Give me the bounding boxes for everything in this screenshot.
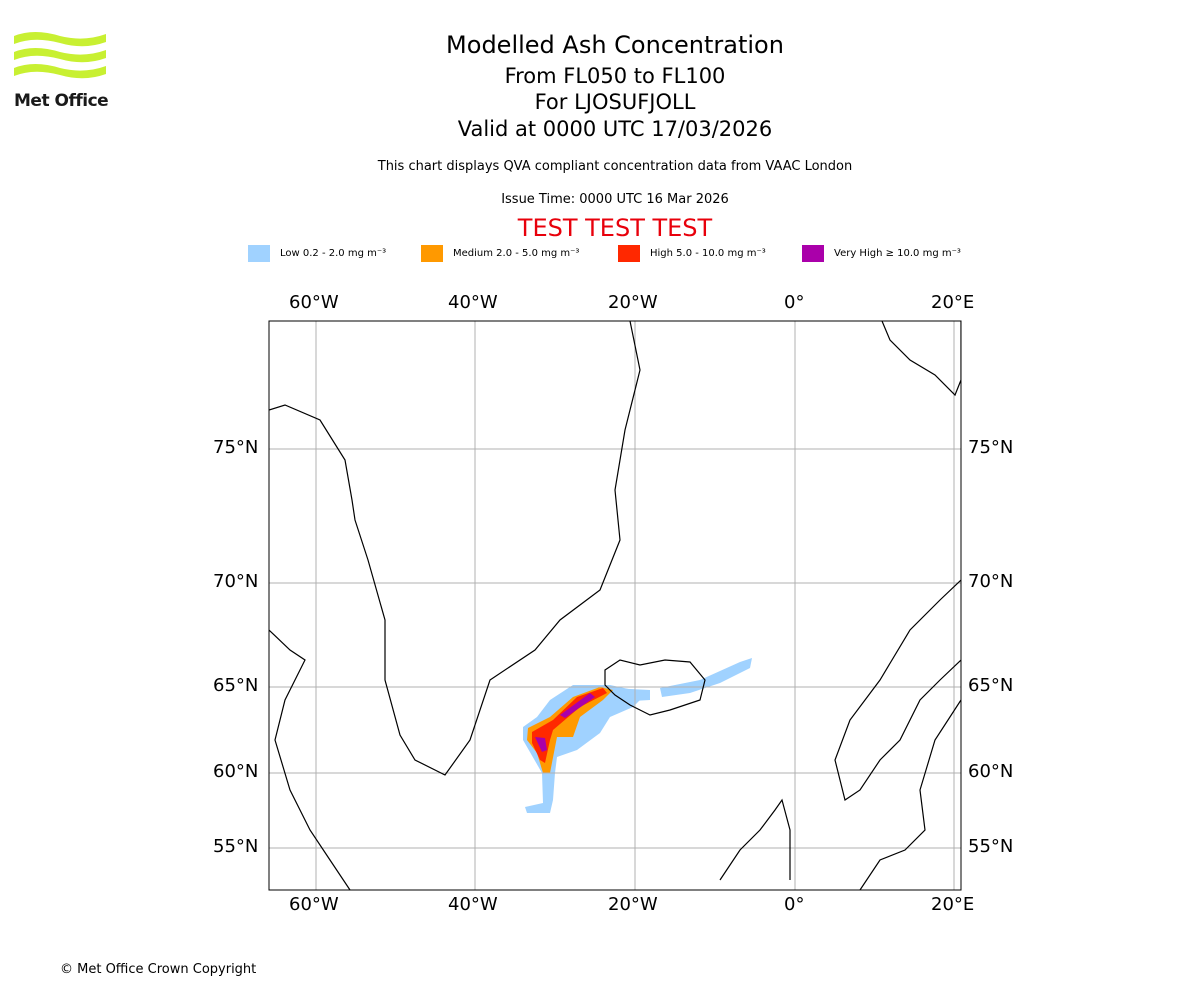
legend-very-high: Very High ≥ 10.0 mg m⁻³ — [802, 245, 961, 262]
lat-tick-left: 70°N — [213, 571, 259, 592]
met-office-logo — [14, 32, 106, 79]
legend-label: Very High ≥ 10.0 mg m⁻³ — [834, 248, 961, 259]
issue-time: Issue Time: 0000 UTC 16 Mar 2026 — [501, 192, 729, 207]
lon-tick-top: 0° — [784, 292, 805, 313]
copyright: © Met Office Crown Copyright — [60, 962, 257, 977]
lat-tick-right: 55°N — [968, 836, 1014, 857]
uk-coast — [719, 798, 791, 881]
legend-swatch — [802, 245, 824, 262]
legend-swatch — [618, 245, 640, 262]
coastlines — [269, 321, 961, 890]
lat-tick-right: 75°N — [968, 437, 1014, 458]
lon-tick-top: 60°W — [289, 292, 339, 313]
legend-label: High 5.0 - 10.0 mg m⁻³ — [650, 248, 766, 259]
test-banner: TEST TEST TEST — [517, 214, 713, 242]
ash-very-high — [535, 693, 595, 752]
lat-tick-left: 75°N — [213, 437, 259, 458]
lon-tick-bottom: 20°E — [931, 894, 975, 915]
legend-medium: Medium 2.0 - 5.0 mg m⁻³ — [421, 245, 579, 262]
lat-tick-left: 55°N — [213, 836, 259, 857]
lat-tick-left: 65°N — [213, 675, 259, 696]
lon-tick-bottom: 0° — [784, 894, 805, 915]
svalbard-coast — [881, 321, 961, 397]
gridlines — [269, 321, 961, 890]
lat-tick-right: 65°N — [968, 675, 1014, 696]
valid-time: Valid at 0000 UTC 17/03/2026 — [457, 117, 773, 141]
legend-label: Medium 2.0 - 5.0 mg m⁻³ — [453, 248, 580, 259]
legend-high: High 5.0 - 10.0 mg m⁻³ — [618, 245, 766, 262]
lat-tick-right: 70°N — [968, 571, 1014, 592]
chart-title: Modelled Ash Concentration — [446, 31, 784, 59]
lon-tick-bottom: 40°W — [448, 894, 498, 915]
lon-tick-bottom: 60°W — [289, 894, 339, 915]
baltic-coast — [859, 699, 961, 890]
lon-tick-top: 20°W — [608, 292, 658, 313]
legend-low: Low 0.2 - 2.0 mg m⁻³ — [248, 245, 386, 262]
legend-swatch — [421, 245, 443, 262]
iceland-coast — [604, 659, 706, 716]
map-frame — [268, 320, 962, 891]
ash-high — [532, 688, 607, 763]
volcano-name: For LJOSUFJOLL — [534, 90, 696, 114]
lon-tick-top: 40°W — [448, 292, 498, 313]
lon-tick-bottom: 20°W — [608, 894, 658, 915]
scandinavia-coast — [834, 579, 961, 801]
logo-text: Met Office — [14, 91, 109, 111]
greenland-coast — [269, 321, 641, 776]
labrador-coast — [269, 629, 351, 890]
legend-swatch — [248, 245, 270, 262]
lon-tick-top: 20°E — [931, 292, 975, 313]
lat-tick-left: 60°N — [213, 761, 259, 782]
flight-levels: From FL050 to FL100 — [504, 64, 726, 88]
legend-label: Low 0.2 - 2.0 mg m⁻³ — [280, 248, 387, 259]
ash-medium — [527, 687, 613, 773]
qva-note: This chart displays QVA compliant concen… — [377, 159, 853, 174]
lat-tick-right: 60°N — [968, 761, 1014, 782]
